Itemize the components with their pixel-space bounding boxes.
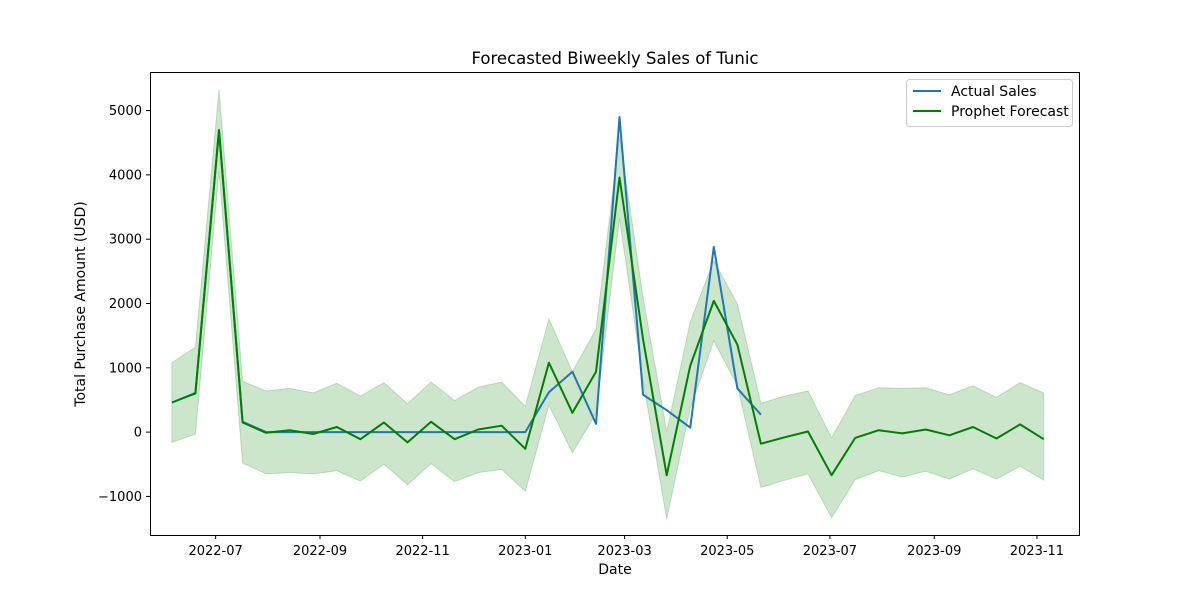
x-tick-label: 2023-11 bbox=[1010, 544, 1064, 559]
y-tick-label: 2000 bbox=[109, 297, 142, 312]
y-tick-label: 5000 bbox=[109, 104, 142, 119]
y-axis: −1000 0 1000 2000 3000 4000 5000 bbox=[98, 104, 150, 505]
x-tick-label: 2022-07 bbox=[188, 544, 242, 559]
y-tick-label: 1000 bbox=[109, 361, 142, 376]
plot-frame bbox=[150, 72, 1080, 536]
x-tick-label: 2022-09 bbox=[293, 544, 347, 559]
x-tick-label: 2023-01 bbox=[498, 544, 552, 559]
x-tick-label: 2023-09 bbox=[907, 544, 961, 559]
chart-title: Forecasted Biweekly Sales of Tunic bbox=[472, 49, 759, 68]
legend-box bbox=[906, 79, 1073, 127]
y-tick-label: 4000 bbox=[109, 168, 142, 183]
y-tick-label: 0 bbox=[134, 426, 142, 441]
legend-label-prophet-forecast: Prophet Forecast bbox=[951, 104, 1069, 120]
y-tick-label: 3000 bbox=[109, 233, 142, 248]
series-line-prophet-forecast bbox=[171, 129, 1045, 477]
legend-label-actual-sales: Actual Sales bbox=[951, 84, 1037, 100]
y-tick-label: −1000 bbox=[98, 490, 142, 505]
x-tick-label: 2023-07 bbox=[803, 544, 857, 559]
x-tick-label: 2022-11 bbox=[395, 544, 449, 559]
legend: Actual Sales Prophet Forecast bbox=[906, 79, 1073, 127]
x-tick-label: 2023-03 bbox=[597, 544, 651, 559]
forecast-confidence-band bbox=[171, 89, 1045, 520]
x-axis-title: Date bbox=[598, 562, 631, 578]
x-axis: 2022-07 2022-09 2022-11 2023-01 2023-03 2023-… bbox=[188, 535, 1064, 559]
x-tick-label: 2023-05 bbox=[700, 544, 754, 559]
y-axis-title: Total Purchase Amount (USD) bbox=[73, 201, 89, 407]
plot-area bbox=[171, 89, 1045, 520]
